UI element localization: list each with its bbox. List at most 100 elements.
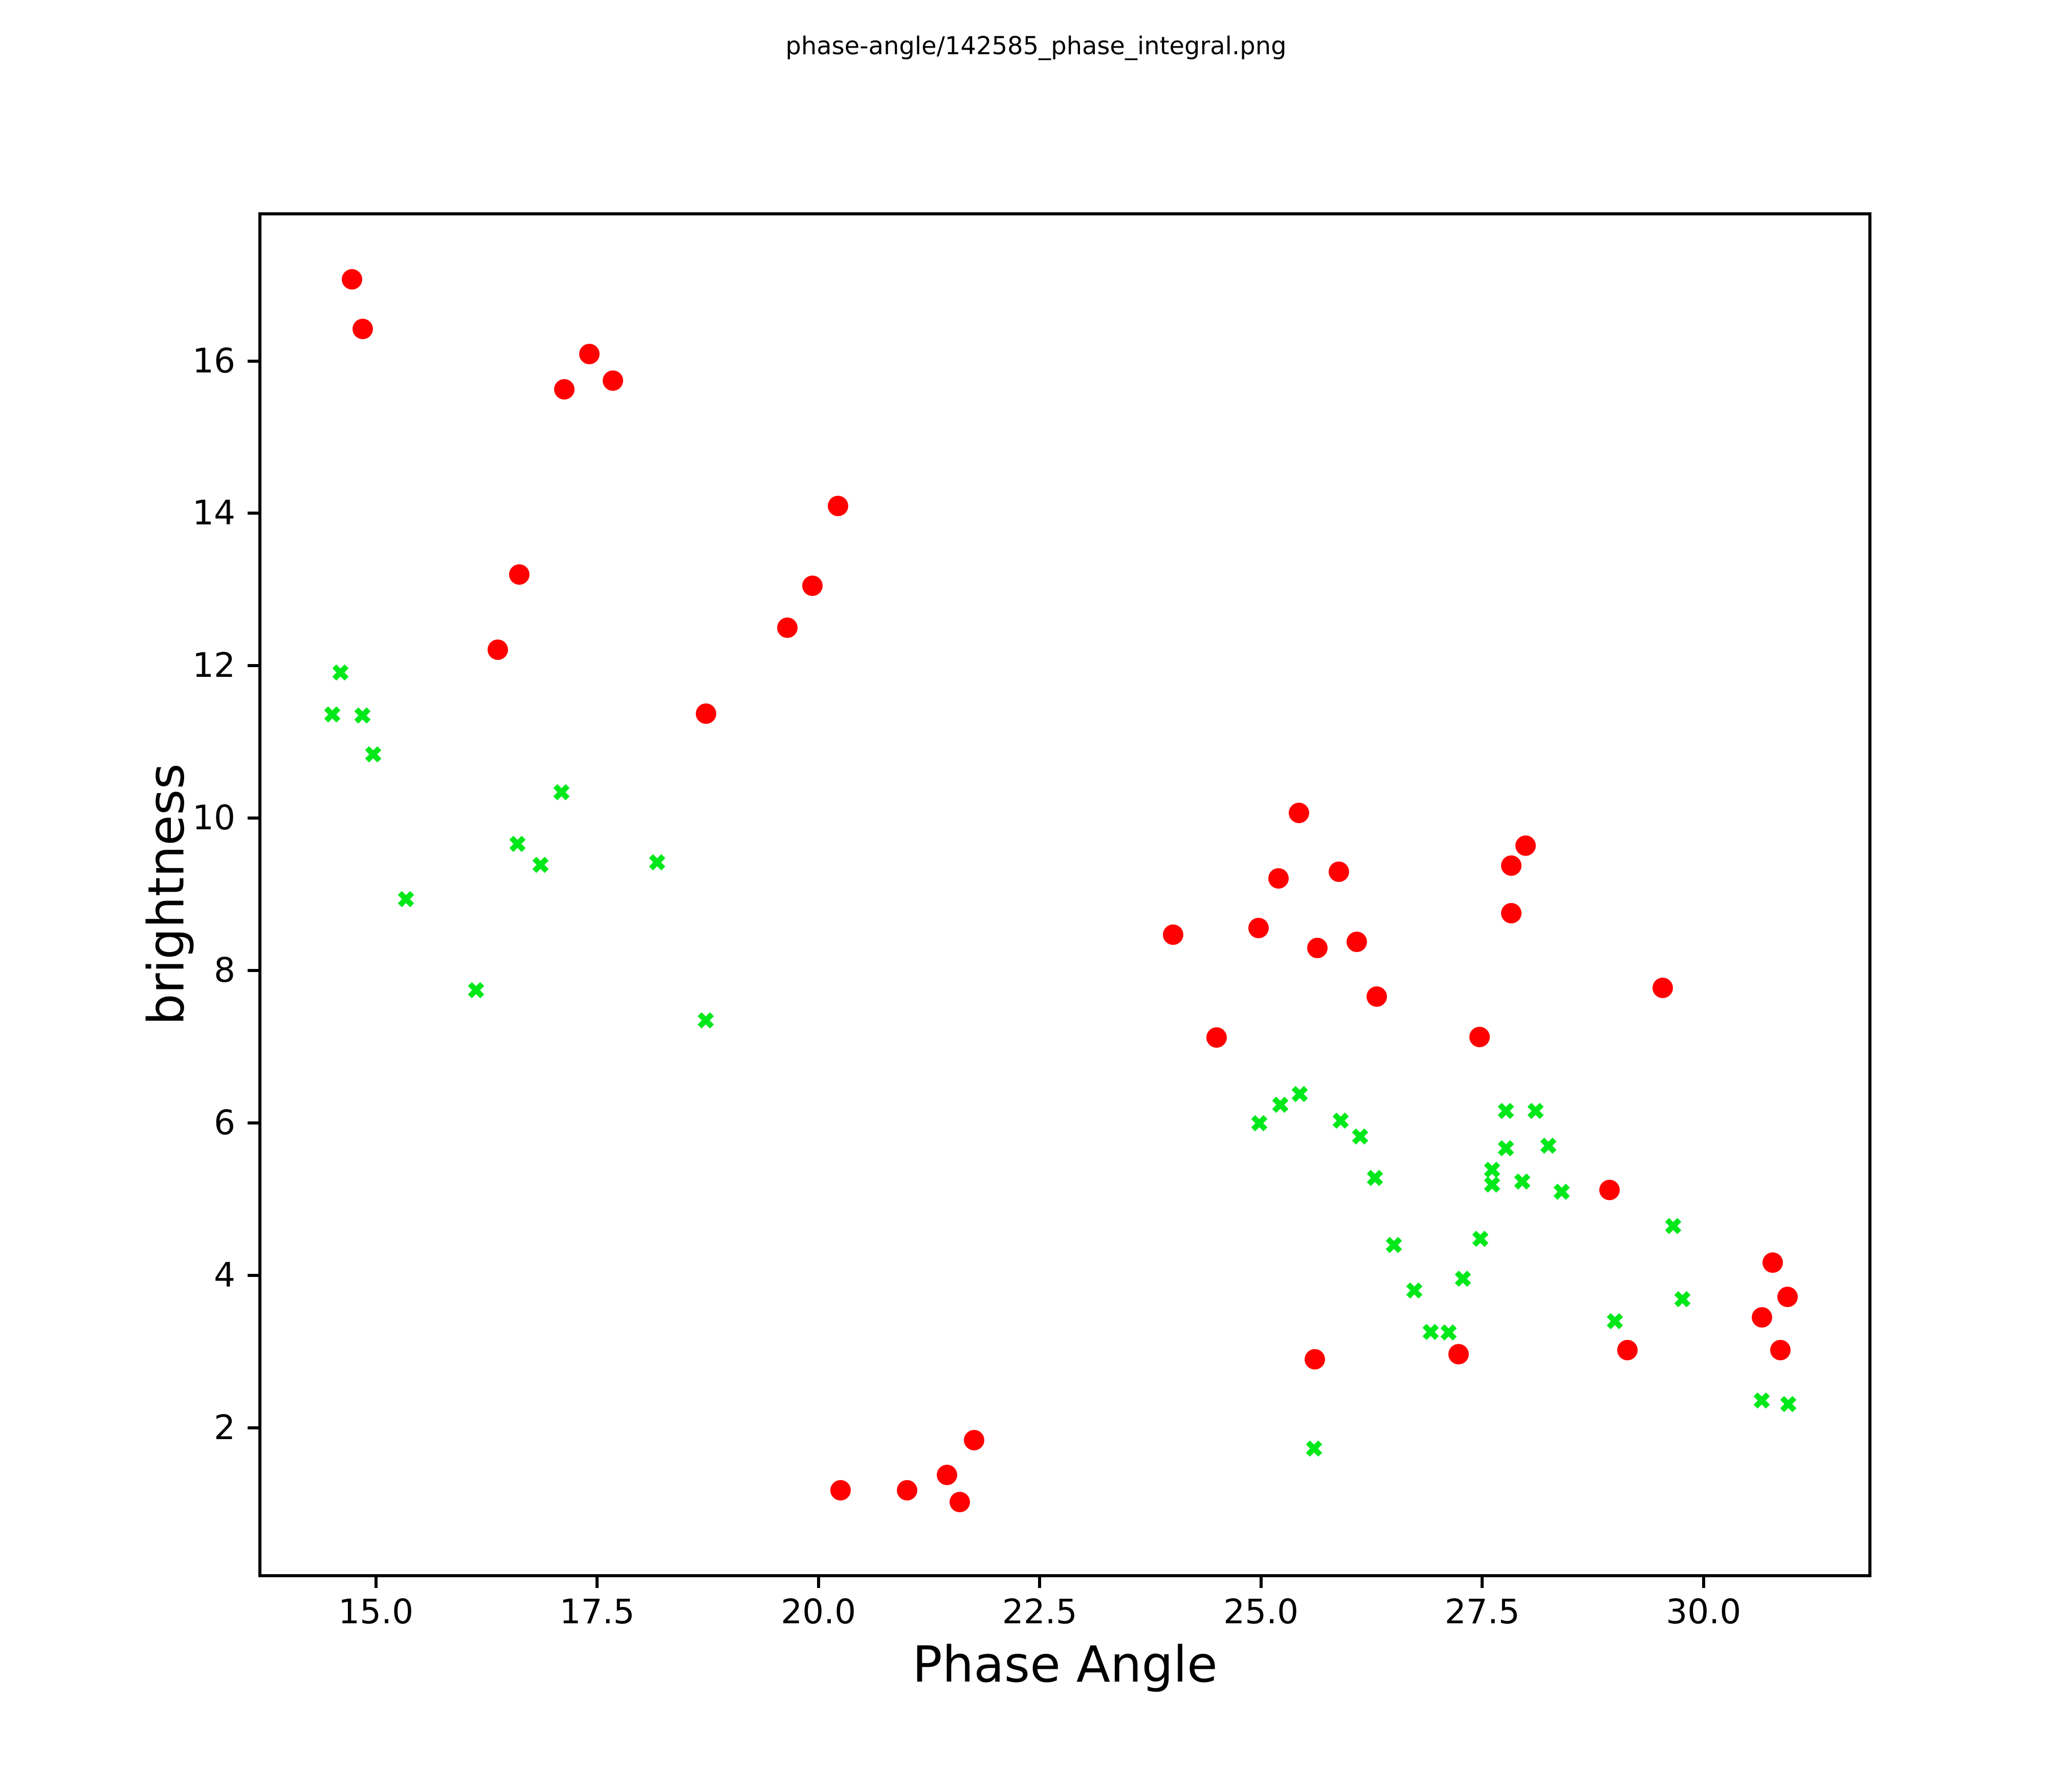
x-axis-label: Phase Angle bbox=[912, 1636, 1218, 1693]
y-tick-mark bbox=[248, 512, 260, 515]
green-x-marker bbox=[1514, 1173, 1530, 1190]
red-dot-marker bbox=[488, 639, 509, 660]
green-x-marker bbox=[1498, 1102, 1514, 1119]
x-tick-label: 30.0 bbox=[1666, 1592, 1742, 1631]
green-x-marker bbox=[1385, 1237, 1402, 1253]
red-dot-marker bbox=[1163, 924, 1184, 945]
green-x-marker bbox=[1272, 1096, 1289, 1113]
y-tick-mark bbox=[248, 1121, 260, 1125]
y-tick-mark bbox=[248, 359, 260, 363]
green-x-marker bbox=[1540, 1137, 1557, 1154]
red-dot-marker bbox=[695, 703, 716, 724]
x-tick-mark bbox=[374, 1576, 378, 1588]
red-dot-marker bbox=[341, 269, 362, 290]
red-dot-marker bbox=[554, 379, 575, 400]
red-dot-marker bbox=[1248, 917, 1269, 938]
green-x-marker bbox=[1484, 1176, 1501, 1193]
y-tick-mark bbox=[248, 817, 260, 820]
green-x-marker bbox=[1422, 1323, 1439, 1340]
red-dot-marker bbox=[1770, 1340, 1791, 1361]
y-tick-label: 6 bbox=[214, 1103, 235, 1143]
x-tick-mark bbox=[1259, 1576, 1263, 1588]
plot-area bbox=[258, 212, 1871, 1577]
red-dot-marker bbox=[830, 1480, 851, 1501]
y-tick-label: 10 bbox=[192, 798, 235, 838]
green-x-marker bbox=[1665, 1218, 1682, 1234]
green-x-marker bbox=[398, 891, 414, 908]
red-dot-marker bbox=[936, 1465, 957, 1486]
red-dot-marker bbox=[1501, 903, 1522, 924]
red-dot-marker bbox=[1617, 1340, 1638, 1361]
red-dot-marker bbox=[1501, 855, 1522, 876]
red-dot-marker bbox=[827, 495, 848, 516]
x-tick-mark bbox=[1702, 1576, 1705, 1588]
green-x-marker bbox=[532, 856, 549, 873]
green-x-marker bbox=[509, 836, 526, 852]
red-dot-marker bbox=[777, 617, 798, 638]
y-tick-mark bbox=[248, 1426, 260, 1429]
red-dot-marker bbox=[1268, 868, 1289, 889]
y-tick-label: 2 bbox=[214, 1408, 235, 1447]
red-dot-marker bbox=[1307, 937, 1328, 958]
green-x-marker bbox=[1291, 1086, 1308, 1102]
red-dot-marker bbox=[1751, 1307, 1772, 1328]
red-dot-marker bbox=[1346, 931, 1367, 952]
green-x-marker bbox=[1498, 1140, 1514, 1157]
red-dot-marker bbox=[1305, 1349, 1326, 1370]
green-x-marker bbox=[698, 1012, 714, 1028]
x-tick-label: 25.0 bbox=[1223, 1592, 1299, 1631]
red-dot-marker bbox=[1206, 1027, 1227, 1048]
green-x-marker bbox=[1454, 1270, 1471, 1287]
red-dot-marker bbox=[603, 370, 624, 391]
red-dot-marker bbox=[1599, 1180, 1620, 1201]
green-x-marker bbox=[1472, 1230, 1489, 1247]
x-tick-mark bbox=[596, 1576, 599, 1588]
x-tick-label: 27.5 bbox=[1444, 1592, 1520, 1631]
y-tick-mark bbox=[248, 1274, 260, 1277]
red-dot-marker bbox=[1289, 802, 1310, 823]
green-x-marker bbox=[365, 746, 382, 763]
y-tick-label: 4 bbox=[214, 1255, 235, 1295]
green-x-marker bbox=[324, 706, 341, 723]
y-tick-label: 16 bbox=[192, 341, 235, 381]
green-x-marker bbox=[1306, 1440, 1322, 1457]
red-dot-marker bbox=[1652, 978, 1673, 999]
green-x-marker bbox=[1484, 1161, 1501, 1178]
x-tick-label: 20.0 bbox=[781, 1592, 856, 1631]
green-x-marker bbox=[468, 982, 484, 999]
green-x-marker bbox=[332, 664, 349, 681]
green-x-marker bbox=[1352, 1129, 1369, 1145]
green-x-marker bbox=[1754, 1392, 1770, 1409]
red-dot-marker bbox=[1469, 1026, 1490, 1047]
red-dot-marker bbox=[1328, 861, 1349, 882]
green-x-marker bbox=[354, 707, 371, 724]
green-x-marker bbox=[1674, 1291, 1691, 1308]
x-tick-mark bbox=[1038, 1576, 1042, 1588]
green-x-marker bbox=[1332, 1112, 1349, 1129]
green-x-marker bbox=[649, 854, 666, 871]
red-dot-marker bbox=[1515, 835, 1536, 856]
x-tick-label: 15.0 bbox=[338, 1592, 414, 1631]
x-tick-label: 17.5 bbox=[559, 1592, 635, 1631]
y-tick-mark bbox=[248, 664, 260, 668]
green-x-marker bbox=[554, 784, 570, 801]
x-tick-mark bbox=[1481, 1576, 1484, 1588]
red-dot-marker bbox=[950, 1491, 971, 1512]
red-dot-marker bbox=[964, 1429, 985, 1450]
red-dot-marker bbox=[579, 344, 600, 365]
red-dot-marker bbox=[1366, 986, 1387, 1007]
green-x-marker bbox=[1366, 1170, 1383, 1186]
red-dot-marker bbox=[896, 1480, 917, 1501]
y-tick-label: 12 bbox=[192, 646, 235, 686]
x-tick-mark bbox=[817, 1576, 820, 1588]
green-x-marker bbox=[1606, 1313, 1623, 1330]
red-dot-marker bbox=[802, 575, 823, 596]
x-tick-label: 22.5 bbox=[1002, 1592, 1077, 1631]
green-x-marker bbox=[1554, 1183, 1570, 1200]
figure-title: phase-angle/142585_phase_integral.png bbox=[785, 32, 1287, 60]
green-x-marker bbox=[1440, 1324, 1457, 1341]
green-x-marker bbox=[1527, 1102, 1544, 1119]
green-x-marker bbox=[1780, 1396, 1797, 1413]
red-dot-marker bbox=[1448, 1343, 1469, 1364]
